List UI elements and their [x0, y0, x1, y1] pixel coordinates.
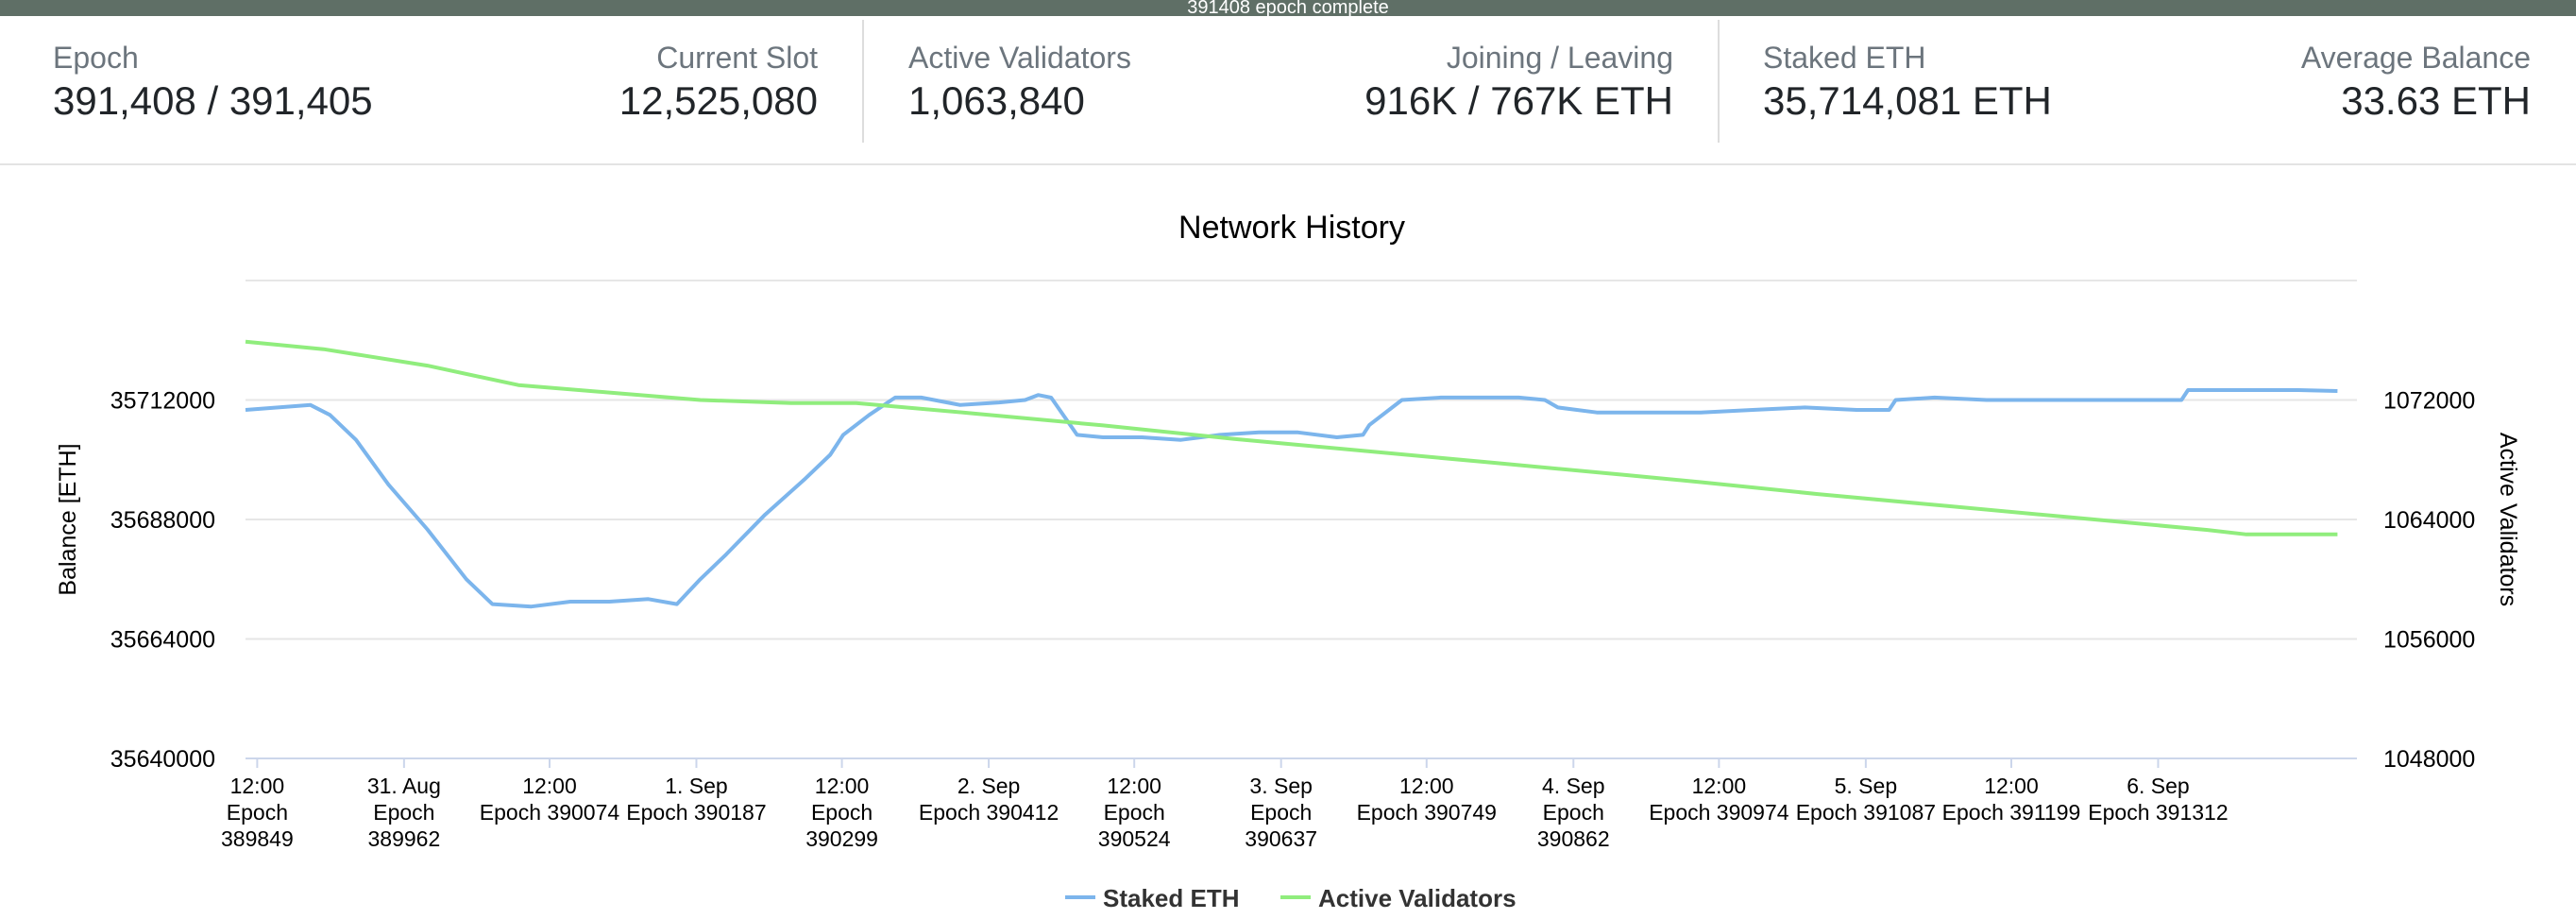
network-history-chart: Network History 35640000 35664000 35688000… [0, 165, 2576, 914]
x-tick-label: 12:00 [1984, 774, 2039, 798]
x-tick-label: 3. Sep [1249, 774, 1313, 798]
epoch-value: 391,408 / 391,405 [53, 78, 373, 123]
current-slot-label: Current Slot [656, 41, 818, 75]
x-tick-label: 389962 [367, 826, 440, 851]
x-tick-label: Epoch 391312 [2088, 800, 2228, 825]
staked-eth-value: 35,714,081 ETH [1763, 78, 2052, 123]
x-tick-label: 390524 [1098, 826, 1171, 851]
x-tick-label: Epoch [1250, 800, 1312, 825]
x-tick-label: 6. Sep [2127, 774, 2190, 798]
series-line-active-validators [245, 339, 2338, 536]
x-tick-label: 5. Sep [1835, 774, 1898, 798]
x-tick-label: Epoch 390749 [1357, 800, 1497, 825]
status-message: 391408 epoch complete [1187, 0, 1389, 16]
x-tick-label: Epoch 390187 [626, 800, 766, 825]
left-y-tick-label: 35664000 [110, 627, 215, 654]
left-y-axis: 35640000 35664000 35688000 35712000 [110, 388, 215, 774]
right-y-tick-label: 1072000 [2383, 388, 2475, 415]
active-validators-label: Active Validators [908, 41, 1131, 75]
left-axis-title: Balance [ETH] [55, 443, 81, 595]
x-tick-label: 12:00 [1107, 774, 1161, 798]
left-y-tick-label: 35712000 [110, 388, 215, 415]
x-tick-label: 12:00 [815, 774, 870, 798]
x-tick-label: 390637 [1245, 826, 1317, 851]
x-tick-label: 389849 [221, 826, 294, 851]
average-balance-value: 33.63 ETH [2341, 78, 2531, 123]
x-tick-label: 31. Aug [367, 774, 441, 798]
x-tick-label: Epoch [373, 800, 434, 825]
x-tick-label: 12:00 [1399, 774, 1454, 798]
x-tick-label: 390299 [805, 826, 878, 851]
right-y-tick-label: 1064000 [2383, 507, 2475, 534]
legend: Staked ETH Active Validators [1065, 884, 1517, 912]
epoch-label: Epoch [53, 41, 139, 75]
current-slot-value: 12,525,080 [619, 78, 818, 123]
x-tick-label: 12:00 [522, 774, 577, 798]
x-tick-label: 12:00 [1692, 774, 1747, 798]
joining-leaving-label: Joining / Leaving [1446, 41, 1673, 75]
x-tick-label: Epoch [227, 800, 288, 825]
right-axis-title: Active Validators [2495, 433, 2521, 606]
x-tick-label: Epoch [1543, 800, 1604, 825]
left-y-tick-label: 35640000 [110, 746, 215, 773]
x-tick-label: Epoch [811, 800, 873, 825]
x-tick-label: Epoch 391199 [1942, 800, 2081, 825]
status-bar: 391408 epoch complete [0, 0, 2576, 16]
series-line-staked-eth [245, 388, 2338, 609]
stats-divider [1718, 20, 1720, 143]
right-y-axis: 1048000 1056000 1064000 1072000 [2383, 388, 2475, 774]
staked-eth-label: Staked ETH [1763, 41, 1926, 75]
x-tick-label: 1. Sep [665, 774, 728, 798]
series-lines [245, 339, 2338, 609]
chart-canvas: Network History 35640000 35664000 35688000… [55, 210, 2521, 912]
grid-lines [246, 280, 2357, 759]
x-tick-label: 12:00 [230, 774, 285, 798]
x-tick-label: Epoch [1104, 800, 1165, 825]
network-stats-row: Epoch 391,408 / 391,405 Current Slot 12,… [0, 16, 2576, 165]
x-tick-label: 2. Sep [958, 774, 1021, 798]
legend-item-active-validators[interactable]: Active Validators [1318, 884, 1517, 912]
joining-leaving-value: 916K / 767K ETH [1364, 78, 1673, 123]
chart-title: Network History [1178, 210, 1405, 246]
left-y-tick-label: 35688000 [110, 507, 215, 534]
x-tick-label: Epoch 390974 [1649, 800, 1789, 825]
x-tick-label: Epoch 390074 [480, 800, 620, 825]
x-tick-label: 390862 [1537, 826, 1610, 851]
x-tick-label: Epoch 390412 [919, 800, 1059, 825]
x-tick-label: 4. Sep [1542, 774, 1605, 798]
legend-item-staked-eth[interactable]: Staked ETH [1103, 884, 1240, 912]
active-validators-value: 1,063,840 [908, 78, 1085, 123]
right-y-tick-label: 1048000 [2383, 746, 2475, 773]
stats-divider [862, 20, 864, 143]
right-y-tick-label: 1056000 [2383, 627, 2475, 654]
average-balance-label: Average Balance [2300, 41, 2531, 75]
x-tick-label: Epoch 391087 [1796, 800, 1936, 825]
